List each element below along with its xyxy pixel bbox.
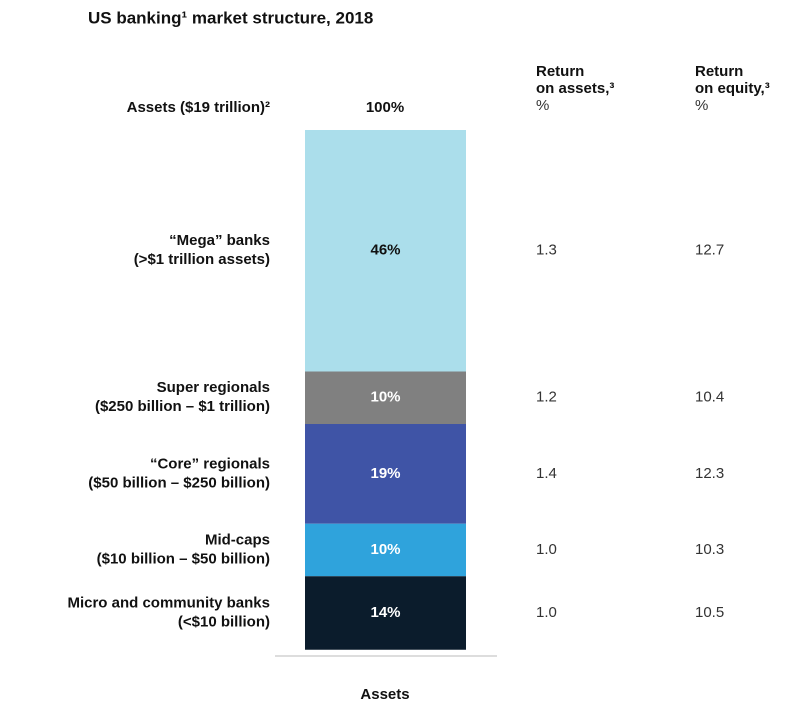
- category-label: ($50 billion – $250 billion): [88, 474, 270, 491]
- category-label: (>$1 trillion assets): [134, 251, 270, 268]
- column-header: %: [695, 97, 708, 114]
- bar-segment: [305, 523, 466, 577]
- x-axis-label: Assets: [360, 686, 409, 703]
- total-value: 100%: [366, 99, 404, 116]
- segment-label: 19%: [370, 465, 400, 482]
- segment-label: 10%: [370, 541, 400, 558]
- table-cell: 1.0: [536, 604, 557, 621]
- segment-label: 10%: [370, 389, 400, 406]
- category-label: (<$10 billion): [178, 613, 270, 630]
- category-label: Micro and community banks: [67, 594, 270, 611]
- table-cell: 1.4: [536, 465, 557, 482]
- table-cell: 12.3: [695, 465, 724, 482]
- column-header: on assets,³: [536, 80, 614, 97]
- category-label: ($250 billion – $1 trillion): [95, 398, 270, 415]
- column-header: Return: [695, 63, 743, 80]
- total-label: Assets ($19 trillion)²: [127, 99, 270, 116]
- segment-label: 46%: [370, 242, 400, 259]
- table-cell: 1.2: [536, 389, 557, 406]
- category-label: “Mega” banks: [169, 232, 270, 249]
- table-cell: 10.4: [695, 389, 724, 406]
- table-cell: 12.7: [695, 242, 724, 259]
- segment-label: 14%: [370, 604, 400, 621]
- column-header: Return: [536, 63, 584, 80]
- category-label: ($10 billion – $50 billion): [97, 550, 270, 567]
- table-cell: 10.5: [695, 604, 724, 621]
- table-cell: 1.0: [536, 541, 557, 558]
- table-cell: 10.3: [695, 541, 724, 558]
- chart-title: US banking¹ market structure, 2018: [88, 8, 373, 27]
- bar-segment: [305, 576, 466, 650]
- bar-segment: [305, 371, 466, 424]
- category-label: Super regionals: [157, 379, 270, 396]
- column-header: %: [536, 97, 549, 114]
- bar-segment: [305, 424, 466, 524]
- category-label: “Core” regionals: [150, 455, 270, 472]
- bar-segment: [305, 130, 466, 372]
- table-cell: 1.3: [536, 242, 557, 259]
- category-label: Mid-caps: [205, 531, 270, 548]
- column-header: on equity,³: [695, 80, 770, 97]
